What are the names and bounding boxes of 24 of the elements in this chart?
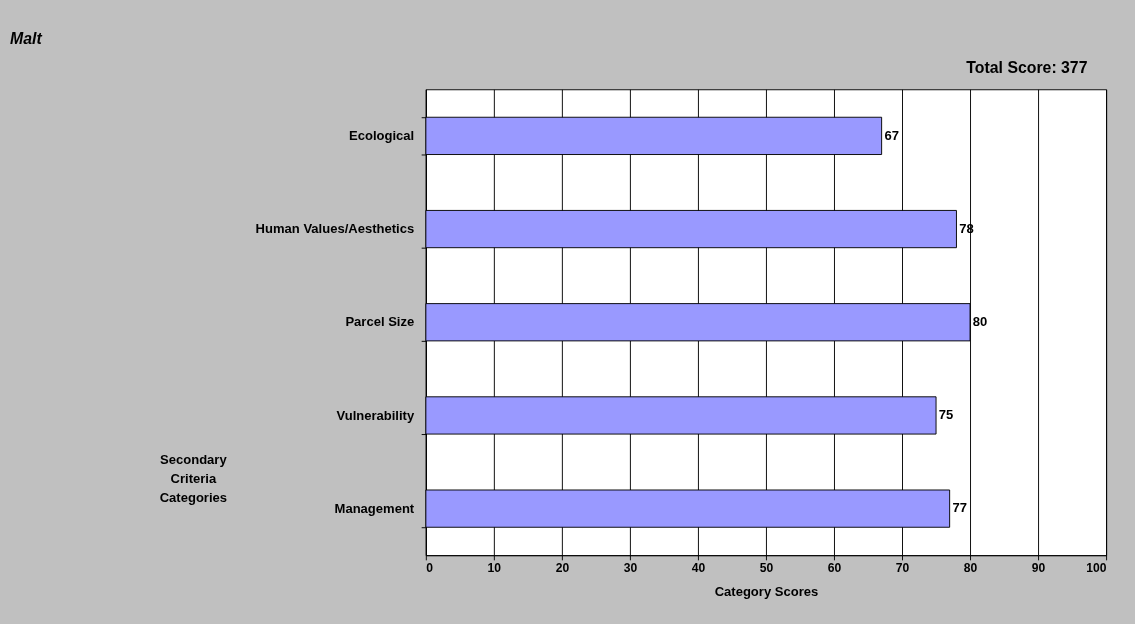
data-label: 67: [884, 127, 899, 143]
x-tick-label: 0: [426, 560, 434, 575]
data-label: 77: [952, 500, 967, 516]
y-tick-label: Parcel Size: [345, 314, 415, 330]
text: Malt: [10, 29, 43, 47]
x-tick-label: 60: [827, 560, 842, 575]
x-tick-label: 50: [759, 560, 774, 575]
x-tick-label: 70: [895, 560, 910, 575]
x-tick-label: 20: [555, 560, 570, 575]
x-tick-label: 90: [1031, 560, 1046, 575]
y-axis-title: Secondary Criteria Categories: [159, 452, 228, 505]
data-label: 80: [972, 313, 988, 329]
y-tick-label: Management: [334, 500, 415, 516]
y-tick-label: Vulnerability: [336, 407, 415, 423]
x-tick-label: 10: [487, 560, 502, 575]
x-tick-label: 100: [1086, 560, 1107, 575]
y-tick-label: Ecological: [349, 128, 415, 144]
x-tick-label: 40: [691, 560, 706, 575]
x-tick-label: 80: [963, 560, 978, 575]
text: Total Score: 377: [966, 59, 1088, 77]
x-axis-title: Category Scores: [714, 583, 819, 599]
x-tick-label: 30: [623, 560, 638, 575]
y-tick-label: Human Values/Aesthetics: [255, 221, 415, 237]
data-label: 75: [938, 407, 954, 423]
